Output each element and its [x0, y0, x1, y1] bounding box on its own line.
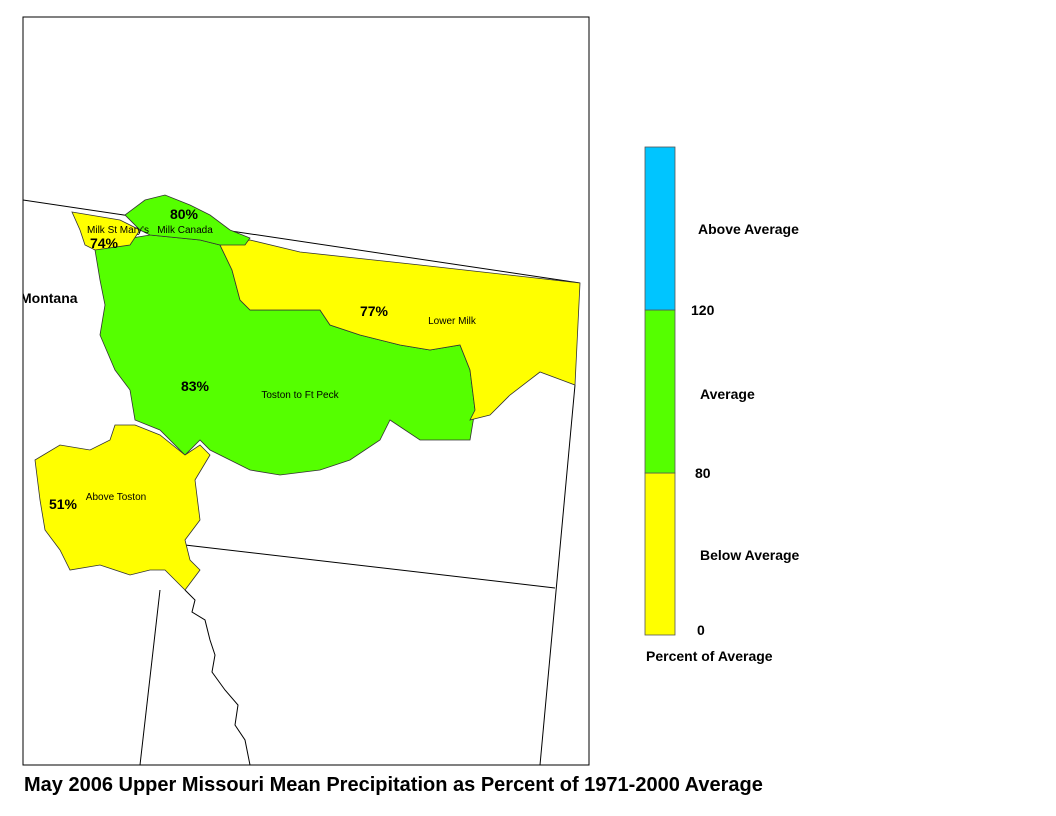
legend-title: Percent of Average — [646, 648, 773, 664]
map-frame — [22, 16, 590, 766]
region-percent: 51% — [49, 496, 78, 512]
region-percent: 83% — [181, 378, 210, 394]
map-title: May 2006 Upper Missouri Mean Precipitati… — [24, 774, 763, 796]
legend-class: Average — [700, 386, 755, 402]
region-name: Lower Milk — [428, 316, 477, 327]
river — [184, 589, 251, 765]
border — [23, 199, 581, 284]
legend-swatch — [644, 472, 676, 636]
legend-tick: 0 — [697, 622, 705, 638]
legend-tick: 80 — [695, 465, 711, 481]
legend-swatch — [644, 309, 676, 474]
region — [124, 194, 251, 246]
border — [184, 544, 556, 589]
region — [34, 424, 211, 591]
region-name: Above Toston — [86, 492, 146, 503]
legend-swatch — [644, 146, 676, 311]
legend-tick: 120 — [691, 302, 715, 318]
legend-class: Below Average — [700, 547, 800, 563]
region — [71, 211, 141, 251]
region-percent: 77% — [360, 303, 389, 319]
border — [139, 589, 161, 765]
region-percent: 80% — [170, 206, 199, 222]
legend-class: Above Average — [698, 221, 799, 237]
border — [539, 384, 576, 765]
region-percent: 74% — [90, 235, 119, 251]
region-name: Milk Canada — [157, 225, 213, 236]
region-name: Milk St Mary's — [87, 225, 149, 236]
region-name: Toston to Ft Peck — [261, 390, 339, 401]
legend: Below Average Average Above Average 0 80… — [644, 146, 800, 664]
borders — [23, 199, 581, 765]
map: 83% Toston to Ft Peck 77% Lower Milk 51%… — [20, 194, 581, 765]
region — [219, 239, 581, 421]
state-label: Montana — [20, 290, 78, 306]
